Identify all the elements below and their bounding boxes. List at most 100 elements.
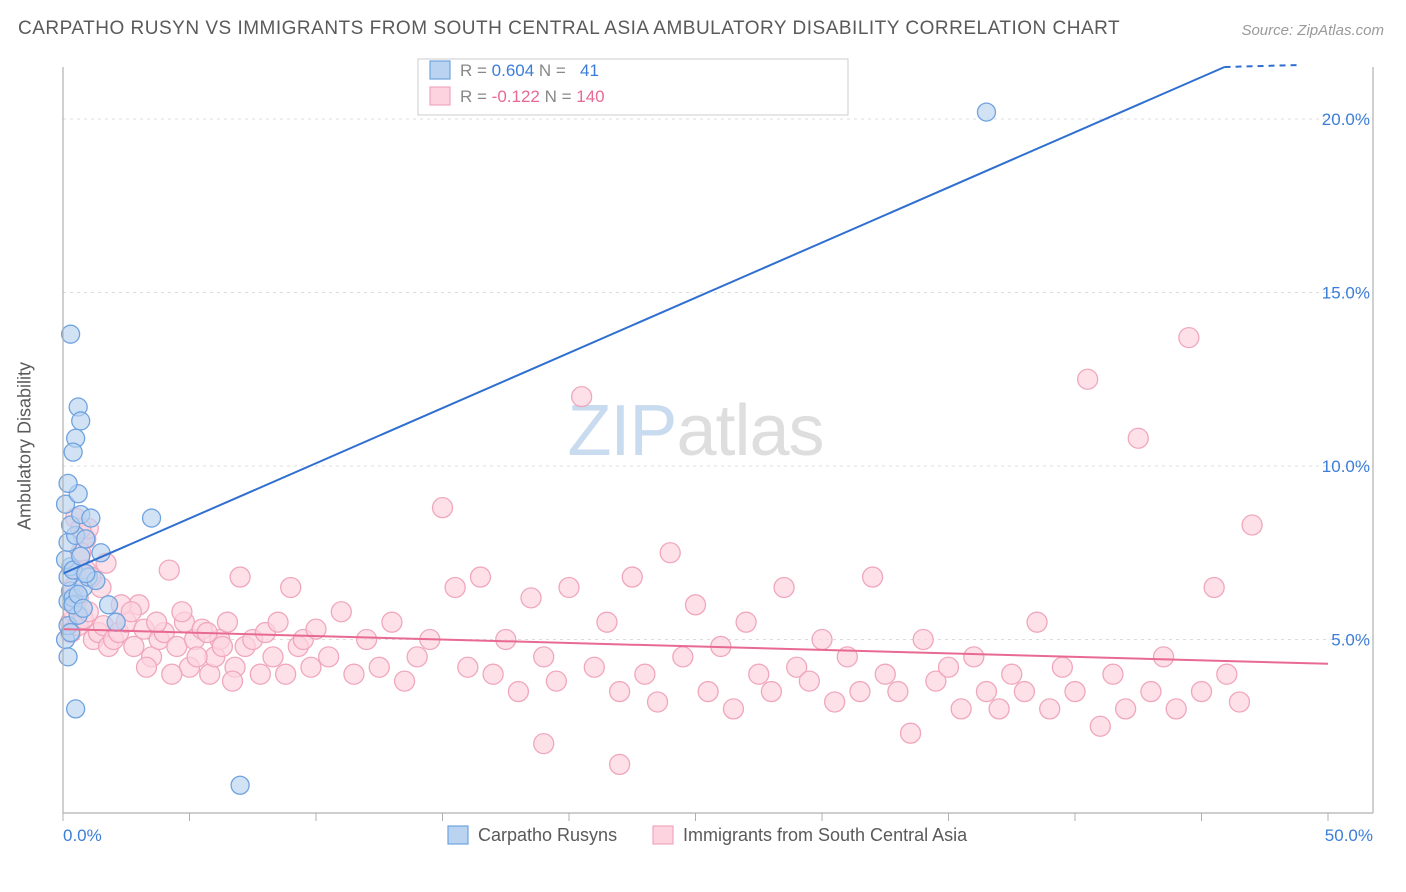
- legend-swatch: [430, 87, 450, 105]
- data-point: [147, 612, 167, 632]
- y-tick-label: 20.0%: [1322, 110, 1370, 129]
- data-point: [761, 682, 781, 702]
- data-point: [319, 647, 339, 667]
- bottom-legend-label: Immigrants from South Central Asia: [683, 825, 968, 845]
- data-point: [825, 692, 845, 712]
- data-point: [610, 754, 630, 774]
- data-point: [263, 647, 283, 667]
- chart-title: CARPATHO RUSYN VS IMMIGRANTS FROM SOUTH …: [18, 18, 1120, 40]
- data-point: [172, 602, 192, 622]
- data-point: [939, 657, 959, 677]
- legend-stat-row: R = -0.122 N = 140: [460, 87, 605, 106]
- data-point: [1065, 682, 1085, 702]
- y-tick-label: 5.0%: [1331, 631, 1370, 650]
- data-point: [62, 624, 80, 642]
- data-point: [136, 657, 156, 677]
- data-point: [534, 647, 554, 667]
- data-point: [1166, 699, 1186, 719]
- data-point: [976, 682, 996, 702]
- data-point: [572, 387, 592, 407]
- data-point: [1192, 682, 1212, 702]
- data-point: [584, 657, 604, 677]
- data-point: [62, 325, 80, 343]
- data-point: [749, 664, 769, 684]
- data-point: [59, 474, 77, 492]
- data-point: [901, 723, 921, 743]
- data-point: [250, 664, 270, 684]
- source-label: Source: ZipAtlas.com: [1241, 22, 1384, 39]
- bottom-legend-label: Carpatho Rusyns: [478, 825, 617, 845]
- data-point: [1078, 369, 1098, 389]
- data-point: [686, 595, 706, 615]
- data-point: [212, 636, 232, 656]
- y-tick-label: 10.0%: [1322, 457, 1370, 476]
- data-point: [1204, 577, 1224, 597]
- data-point: [1090, 716, 1110, 736]
- data-point: [774, 577, 794, 597]
- y-tick-label: 15.0%: [1322, 284, 1370, 303]
- data-point: [977, 103, 995, 121]
- data-point: [1040, 699, 1060, 719]
- data-point: [483, 664, 503, 684]
- data-point: [534, 734, 554, 754]
- data-point: [162, 664, 182, 684]
- data-point: [470, 567, 490, 587]
- scatter-chart: ZIPatlas0.0%50.0%5.0%10.0%15.0%20.0%R = …: [48, 55, 1388, 850]
- data-point: [812, 630, 832, 650]
- data-point: [167, 636, 187, 656]
- data-point: [369, 657, 389, 677]
- data-point: [458, 657, 478, 677]
- data-point: [622, 567, 642, 587]
- data-point: [1217, 664, 1237, 684]
- data-point: [597, 612, 617, 632]
- data-point: [1027, 612, 1047, 632]
- data-point: [1103, 664, 1123, 684]
- data-point: [648, 692, 668, 712]
- data-point: [344, 664, 364, 684]
- data-point: [863, 567, 883, 587]
- legend-stat-row: R = 0.604 N = 41: [460, 61, 599, 80]
- data-point: [610, 682, 630, 702]
- data-point: [850, 682, 870, 702]
- data-point: [875, 664, 895, 684]
- data-point: [508, 682, 528, 702]
- data-point: [445, 577, 465, 597]
- watermark: ZIPatlas: [567, 391, 823, 471]
- data-point: [82, 509, 100, 527]
- data-point: [964, 647, 984, 667]
- data-point: [281, 577, 301, 597]
- trend-line-ext: [1225, 65, 1301, 67]
- data-point: [276, 664, 296, 684]
- data-point: [301, 657, 321, 677]
- trend-line: [63, 67, 1225, 574]
- data-point: [331, 602, 351, 622]
- data-point: [187, 647, 207, 667]
- data-point: [124, 636, 144, 656]
- data-point: [521, 588, 541, 608]
- bottom-legend-swatch: [448, 826, 468, 844]
- data-point: [989, 699, 1009, 719]
- data-point: [395, 671, 415, 691]
- data-point: [951, 699, 971, 719]
- data-point: [230, 567, 250, 587]
- data-point: [67, 700, 85, 718]
- data-point: [159, 560, 179, 580]
- data-point: [736, 612, 756, 632]
- data-point: [74, 599, 92, 617]
- data-point: [72, 412, 90, 430]
- data-point: [59, 648, 77, 666]
- data-point: [496, 630, 516, 650]
- data-point: [799, 671, 819, 691]
- data-point: [1141, 682, 1161, 702]
- legend-swatch: [430, 61, 450, 79]
- data-point: [888, 682, 908, 702]
- data-point: [217, 612, 237, 632]
- data-point: [1002, 664, 1022, 684]
- data-point: [660, 543, 680, 563]
- bottom-legend-swatch: [653, 826, 673, 844]
- data-point: [1229, 692, 1249, 712]
- data-point: [223, 671, 243, 691]
- data-point: [77, 530, 95, 548]
- data-point: [559, 577, 579, 597]
- data-point: [107, 613, 125, 631]
